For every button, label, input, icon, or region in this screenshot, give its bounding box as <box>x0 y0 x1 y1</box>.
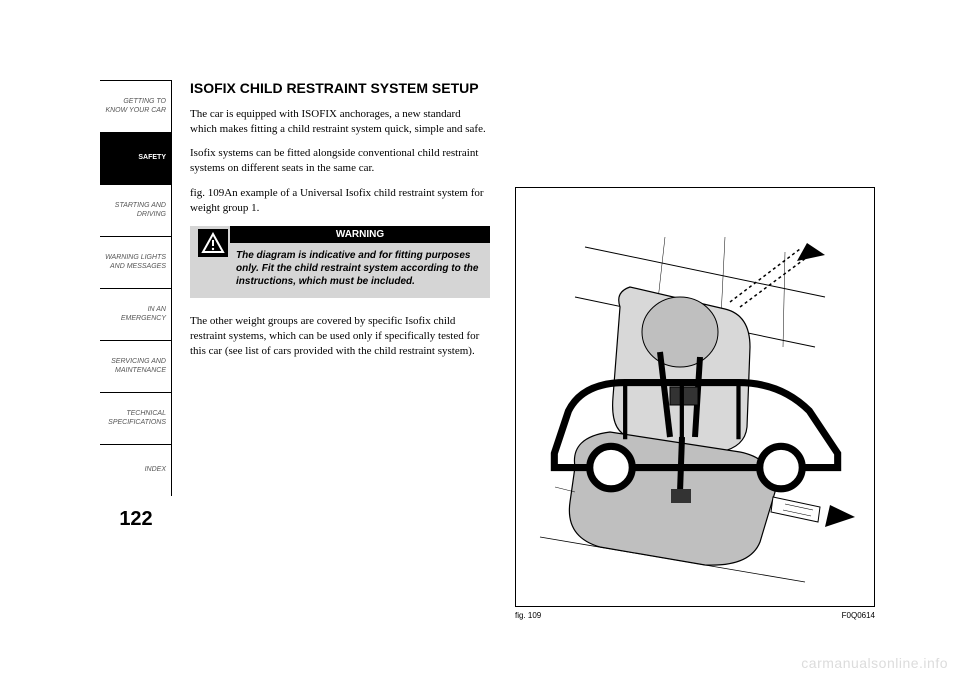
tab-starting-driving: STARTING AND DRIVING <box>100 184 172 236</box>
warning-triangle-icon <box>198 229 228 257</box>
tab-index: INDEX <box>100 444 172 496</box>
paragraph-4: The other weight groups are covered by s… <box>190 314 490 359</box>
figure-code: F0Q0614 <box>842 611 875 620</box>
manual-page: GETTING TO KNOW YOUR CAR SAFETY STARTING… <box>100 80 880 620</box>
paragraph-1: The car is equipped with ISOFIX anchorag… <box>190 107 490 137</box>
section-heading: ISOFIX CHILD RESTRAINT SYSTEM SETUP <box>190 80 490 97</box>
paragraph-2: Isofix systems can be fitted alongside c… <box>190 146 490 176</box>
warning-box: WARNING The diagram is indicative and fo… <box>190 226 490 299</box>
figure-label: fig. 109 <box>515 611 541 620</box>
car-silhouette-icon <box>526 238 866 598</box>
tab-warning-lights: WARNING LIGHTS AND MESSAGES <box>100 236 172 288</box>
figure-caption: fig. 109 F0Q0614 <box>515 611 875 620</box>
page-number: 122 <box>100 496 172 536</box>
paragraph-3: fig. 109An example of a Universal Isofix… <box>190 186 490 216</box>
section-tabs: GETTING TO KNOW YOUR CAR SAFETY STARTING… <box>100 80 172 620</box>
tab-servicing: SERVICING AND MAINTENANCE <box>100 340 172 392</box>
watermark: carmanualsonline.info <box>801 655 948 671</box>
content-area: ISOFIX CHILD RESTRAINT SYSTEM SETUP The … <box>172 80 880 620</box>
warning-body: The diagram is indicative and for fittin… <box>190 243 490 298</box>
warning-title: WARNING <box>230 226 490 244</box>
text-column: ISOFIX CHILD RESTRAINT SYSTEM SETUP The … <box>190 80 510 620</box>
tab-safety: SAFETY <box>100 132 172 184</box>
figure-box <box>515 187 875 607</box>
tab-getting-to-know: GETTING TO KNOW YOUR CAR <box>100 80 172 132</box>
tab-technical-specs: TECHNICAL SPECIFICATIONS <box>100 392 172 444</box>
tab-emergency: IN AN EMERGENCY <box>100 288 172 340</box>
warning-text: The diagram is indicative and for fittin… <box>236 249 482 288</box>
figure-column: fig. 109 F0Q0614 <box>510 80 880 620</box>
